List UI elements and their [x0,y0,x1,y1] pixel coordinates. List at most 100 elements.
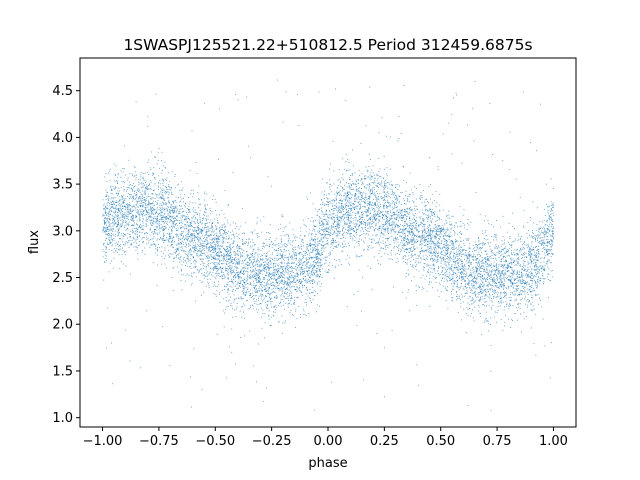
data-point [402,232,404,234]
data-point [443,238,445,240]
data-point [352,212,354,213]
data-point [252,250,254,252]
data-point [107,244,109,246]
data-point [467,238,469,240]
data-point [258,268,260,270]
data-point [423,213,424,215]
data-point [425,254,427,256]
data-point [403,261,405,263]
data-point [459,278,460,279]
data-point [412,255,414,256]
data-point [111,189,113,191]
data-point [172,194,174,196]
data-point [379,204,381,205]
data-point [493,265,494,267]
data-point [453,249,455,251]
data-point [154,218,156,220]
data-point [164,191,166,192]
data-point [327,228,329,229]
data-point [246,270,248,272]
data-point [535,261,537,263]
data-point [352,194,353,196]
data-point [530,266,531,268]
data-point [429,271,431,273]
data-point [529,276,531,277]
data-point [458,265,460,266]
data-point [503,284,505,286]
data-point [424,223,426,225]
data-point [264,288,265,290]
data-point [536,287,538,289]
data-point [242,273,244,275]
data-point [520,258,522,259]
data-point [337,222,339,224]
data-point [491,270,493,272]
data-point [174,251,176,253]
data-point [539,258,541,260]
data-point [132,218,134,219]
data-point [229,251,231,253]
data-point [388,258,390,260]
data-point [238,282,240,284]
data-point [299,262,301,263]
data-point [148,210,150,212]
data-point [174,207,176,209]
data-point [309,255,311,257]
data-point [489,265,491,267]
data-point [219,240,221,242]
data-point [206,265,207,267]
data-point [409,239,411,241]
data-point [127,222,129,224]
data-point [454,241,456,243]
data-point [224,217,226,219]
data-point [224,248,225,250]
data-point [530,263,532,265]
data-point [132,196,134,197]
data-point [445,268,447,270]
data-point [253,269,255,271]
data-point [286,288,287,289]
data-point [468,252,470,254]
data-point [293,246,295,248]
data-point [159,187,161,189]
data-point [165,192,167,193]
data-point [328,226,330,228]
data-point [423,250,425,252]
data-point [178,242,180,244]
data-point [370,171,372,173]
data-point [505,294,507,296]
data-point [345,204,347,206]
data-point [438,217,440,219]
data-point [221,226,223,228]
data-point [146,188,148,190]
data-point [162,216,164,218]
data-point [328,272,330,274]
data-point [229,224,231,226]
data-point [352,222,354,224]
data-point [348,208,350,210]
data-point [190,193,192,195]
data-point [552,232,554,234]
data-point [249,305,251,307]
data-point [301,259,302,261]
data-point [456,260,458,262]
data-point [225,268,227,270]
data-point [283,279,285,281]
data-point [184,260,186,262]
data-point [216,217,218,219]
data-point [523,260,525,262]
data-point [340,245,341,247]
data-point [130,209,132,211]
data-point [490,307,492,309]
data-point [482,277,484,279]
data-point [548,205,550,207]
data-point [232,291,234,293]
data-point [178,257,179,259]
data-point [265,255,267,257]
data-point [250,245,252,247]
data-point [197,255,199,257]
data-point [525,274,527,276]
data-point [290,303,292,305]
data-point [257,249,259,251]
data-point [132,215,134,217]
